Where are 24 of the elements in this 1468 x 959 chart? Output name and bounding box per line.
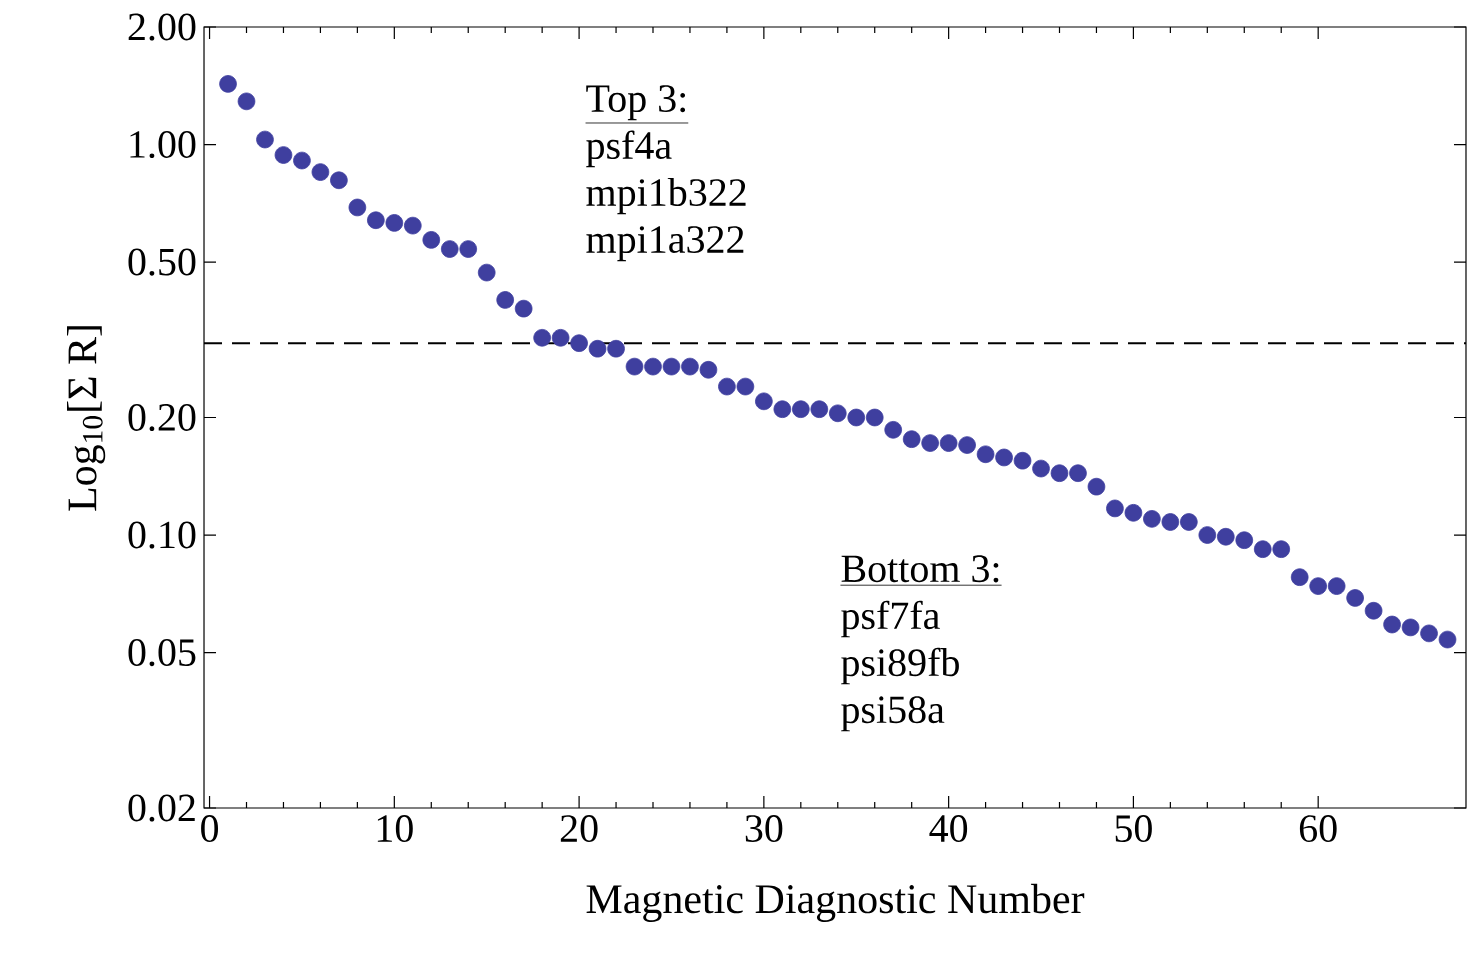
annotation: psi58a [841,696,945,732]
x-tick-label: 0 [201,815,219,843]
x-tick-label: 40 [929,815,968,843]
y-tick-label: 1.00 [130,130,196,159]
x-tick-label: 20 [560,815,598,843]
y-tick-label: 0.50 [128,248,196,276]
y-tick-label: 0.05 [128,639,196,667]
annotation: Bottom 3: [841,555,999,583]
y-tick-label: 0.20 [128,403,196,432]
x-axis-title: Magnetic Diagnostic Number [586,883,1085,922]
x-tick-label: 60 [1299,815,1337,843]
x-tick-label: 10 [377,815,413,843]
y-tick-label: 2.00 [128,13,196,41]
annotation: Top 3: [586,85,686,121]
annotation: mpi1b322 [586,177,746,215]
y-tick-label: 0.10 [128,521,196,549]
annotation: psi89fb [841,647,959,685]
annotation: psf7fa [841,600,940,638]
y-axis-title: Log$_{10}$[Σ R] [67,326,106,511]
annotation: mpi1a322 [586,226,744,262]
annotation: psf4a [586,130,672,168]
x-tick-label: 30 [745,815,783,843]
y-tick-label: 0.02 [128,794,195,822]
x-tick-label: 50 [1115,815,1152,843]
